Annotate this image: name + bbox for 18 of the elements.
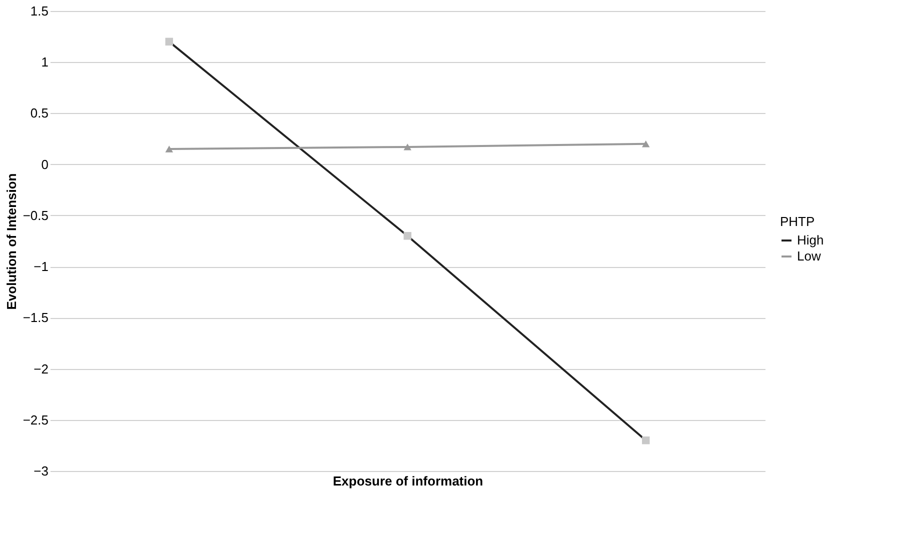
y-tick-label: 1	[41, 54, 48, 70]
y-tick-label: −2.5	[22, 412, 48, 428]
y-tick-label: −3	[34, 464, 48, 478]
y-tick-label: 0	[41, 156, 48, 172]
legend-label: High	[797, 232, 824, 248]
legend-title: PHTP	[780, 214, 815, 229]
point	[642, 140, 650, 148]
x-axis-title: Exposure of information	[332, 474, 484, 488]
legend-label: Low	[797, 248, 822, 264]
point	[165, 146, 174, 152]
y-tick-label: −0.5	[22, 208, 48, 223]
y-tick-label: −1	[34, 259, 48, 274]
y-tick-label: −1.5	[22, 310, 48, 326]
y-tick-label: 0.5	[30, 106, 48, 121]
y-axis-title: Evolution of Intension	[4, 173, 19, 310]
y-tick-label: −2	[34, 361, 48, 376]
y-tick-label: 1.5	[30, 4, 48, 18]
point	[404, 144, 412, 150]
